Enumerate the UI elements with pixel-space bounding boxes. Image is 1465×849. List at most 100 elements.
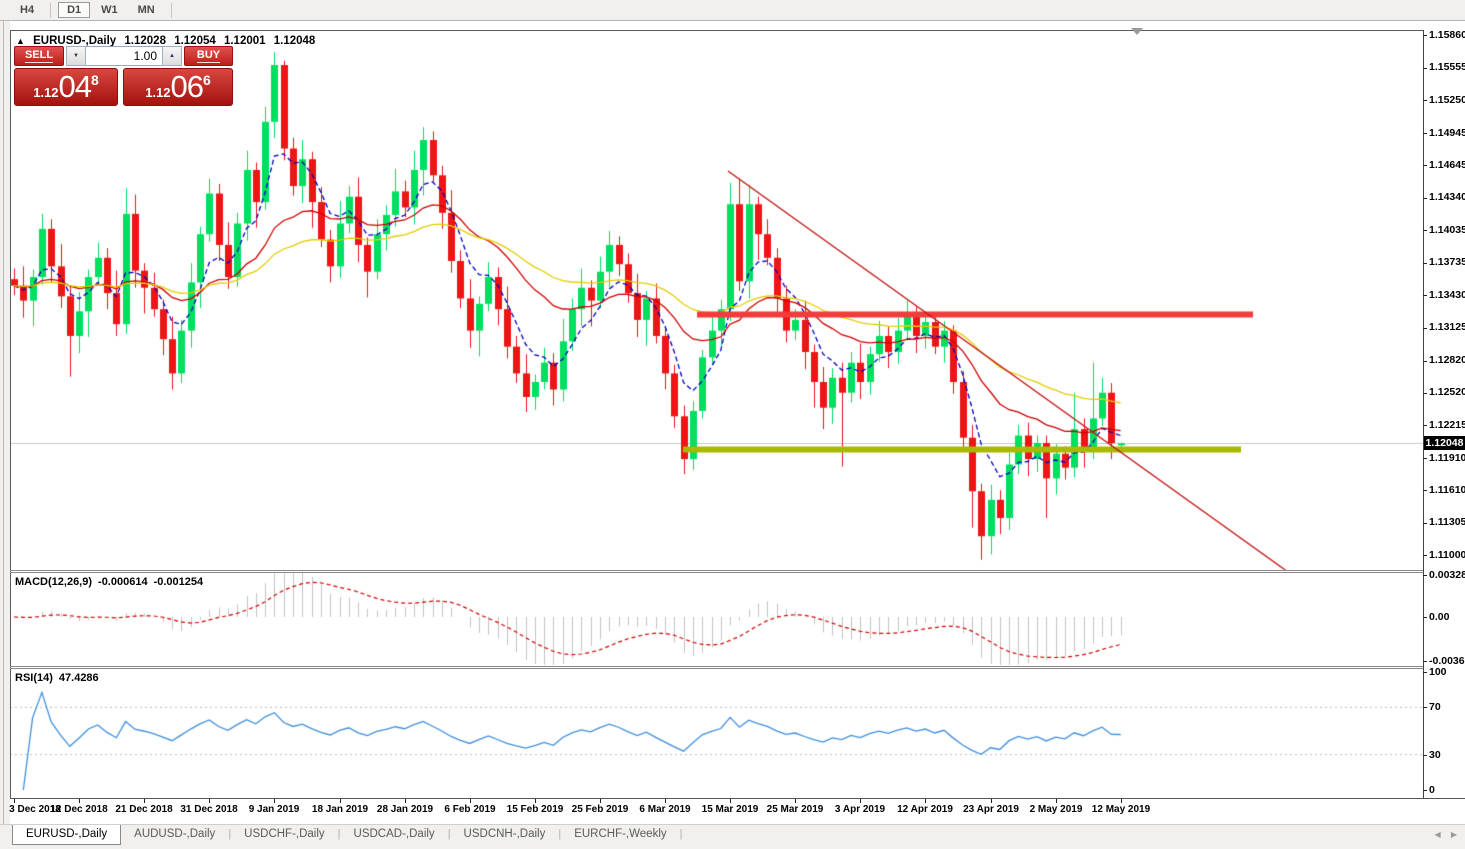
ohlc-open: 1.12028 xyxy=(124,35,166,47)
panel-separator[interactable] xyxy=(10,666,1465,667)
sell-pipette: 8 xyxy=(91,72,99,88)
chart-bottom-border xyxy=(10,798,1465,799)
chart-shift-marker[interactable] xyxy=(1131,28,1143,35)
time-axis-label: 12 Apr 2019 xyxy=(897,804,953,815)
time-axis-tick xyxy=(209,799,210,803)
price-axis-tick xyxy=(1423,458,1427,460)
time-axis-tick xyxy=(405,799,406,803)
macd-indicator-label: MACD(12,26,9) -0.000614 -0.001254 xyxy=(15,576,204,588)
price-axis-label: 1.15860 xyxy=(1429,28,1465,41)
price-axis-tick xyxy=(1423,392,1427,394)
buy-quote-panel[interactable]: 1.12 06 6 xyxy=(123,68,233,106)
time-axis-tick xyxy=(860,799,861,803)
macd-main-value: -0.000614 xyxy=(98,576,148,588)
rsi-axis-tick xyxy=(1423,790,1427,791)
rsi-axis-label: 70 xyxy=(1429,700,1441,713)
macd-axis-label: 0.003287 xyxy=(1429,568,1465,581)
time-axis-label: 28 Jan 2019 xyxy=(376,804,434,815)
rsi-axis-tick xyxy=(1423,707,1427,708)
timeframe-button-h4[interactable]: H4 xyxy=(20,4,35,16)
time-axis-label: 25 Mar 2019 xyxy=(766,804,824,815)
tab-usdchf-daily[interactable]: USDCHF-,Daily xyxy=(244,828,325,840)
macd-axis-label: 0.00 xyxy=(1429,610,1450,623)
rsi-axis-tick xyxy=(1423,755,1427,756)
rsi-axis-label: 30 xyxy=(1429,748,1441,761)
rsi-axis-label: 100 xyxy=(1429,665,1447,678)
price-axis-label: 1.15250 xyxy=(1429,93,1465,106)
tab-eurusd-daily[interactable]: EURUSD-,Daily xyxy=(12,825,122,845)
buy-button[interactable]: BUY xyxy=(184,46,233,66)
ohlc-low: 1.12001 xyxy=(223,35,266,47)
time-axis-label: 6 Mar 2019 xyxy=(639,804,691,815)
toolbar-separator xyxy=(170,2,172,18)
volume-decrease-button[interactable]: ▼ xyxy=(66,46,86,66)
panel-separator[interactable] xyxy=(10,570,1465,571)
macd-axis-tick xyxy=(1423,617,1427,618)
time-axis-tick xyxy=(925,799,926,803)
price-axis-label: 1.13430 xyxy=(1429,288,1465,301)
time-axis-label: 3 Apr 2019 xyxy=(834,804,886,815)
macd-axis-tick xyxy=(1423,661,1427,662)
time-axis-tick xyxy=(340,799,341,803)
time-axis-label: 2 May 2019 xyxy=(1029,804,1083,815)
time-axis-tick xyxy=(470,799,471,803)
price-axis-tick xyxy=(1423,67,1427,69)
price-axis-label: 1.12215 xyxy=(1429,418,1465,431)
price-axis-label: 1.15555 xyxy=(1429,61,1465,74)
sell-button[interactable]: SELL xyxy=(14,46,64,66)
panel-separator[interactable] xyxy=(10,668,1465,669)
tab-scroll-right-icon[interactable]: ▶ xyxy=(1450,830,1457,839)
time-axis-tick xyxy=(274,799,275,803)
time-axis-tick xyxy=(991,799,992,803)
price-axis-label: 1.12520 xyxy=(1429,386,1465,399)
time-axis-tick xyxy=(665,799,666,803)
macd-axis-tick xyxy=(1423,575,1427,576)
buy-pips: 06 xyxy=(170,69,204,104)
price-axis-tick xyxy=(1423,425,1427,427)
time-axis-label: 31 Dec 2018 xyxy=(180,804,238,815)
time-axis-label: 12 Dec 2018 xyxy=(50,804,108,815)
time-axis-label: 25 Feb 2019 xyxy=(571,804,629,815)
price-axis-tick xyxy=(1423,35,1427,37)
time-axis-tick xyxy=(144,799,145,803)
price-axis-tick xyxy=(1423,100,1427,102)
timeframe-button-w1[interactable]: W1 xyxy=(101,4,118,16)
time-axis-tick xyxy=(730,799,731,803)
tab-eurchf-weekly[interactable]: EURCHF-,Weekly xyxy=(574,828,667,840)
toolbar-separator xyxy=(50,2,52,18)
price-axis-tick xyxy=(1423,522,1427,524)
timeframe-button-mn[interactable]: MN xyxy=(137,4,155,16)
price-axis-tick xyxy=(1423,295,1427,297)
price-axis-tick xyxy=(1423,230,1427,232)
tab-separator: | xyxy=(679,828,683,840)
time-axis-tick xyxy=(535,799,536,803)
current-price-tag: 1.12048 xyxy=(1424,436,1465,450)
tab-separator: | xyxy=(447,828,451,840)
tab-audusd-daily[interactable]: AUDUSD-,Daily xyxy=(134,828,216,840)
tab-separator: | xyxy=(228,828,232,840)
left-panel-gutter[interactable] xyxy=(0,21,10,824)
price-axis-tick xyxy=(1423,360,1427,362)
price-axis-label: 1.12820 xyxy=(1429,354,1465,367)
time-axis-label: 18 Jan 2019 xyxy=(311,804,369,815)
tab-usdcad-daily[interactable]: USDCAD-,Daily xyxy=(353,828,435,840)
collapse-trade-panel-icon[interactable]: ▲ xyxy=(16,36,25,46)
chart-frame xyxy=(10,30,1465,798)
macd-signal-value: -0.001254 xyxy=(153,576,204,588)
sell-quote-panel[interactable]: 1.12 04 8 xyxy=(14,68,118,106)
price-chart-canvas[interactable] xyxy=(10,30,1423,798)
tab-scroll-left-icon[interactable]: ◀ xyxy=(1434,830,1441,839)
price-axis-label: 1.13735 xyxy=(1429,256,1465,269)
time-axis-label: 15 Feb 2019 xyxy=(506,804,564,815)
buy-pipette: 6 xyxy=(203,72,211,88)
price-axis-tick xyxy=(1423,555,1427,557)
panel-separator[interactable] xyxy=(10,572,1465,573)
volume-input[interactable] xyxy=(86,46,162,66)
price-axis-label: 1.13125 xyxy=(1429,321,1465,334)
timeframe-button-d1[interactable]: D1 xyxy=(58,2,91,18)
price-axis[interactable] xyxy=(1423,30,1465,798)
volume-increase-button[interactable]: ▲ xyxy=(162,46,182,66)
sell-pips: 04 xyxy=(58,69,92,104)
tab-usdcnh-daily[interactable]: USDCNH-,Daily xyxy=(463,828,546,840)
